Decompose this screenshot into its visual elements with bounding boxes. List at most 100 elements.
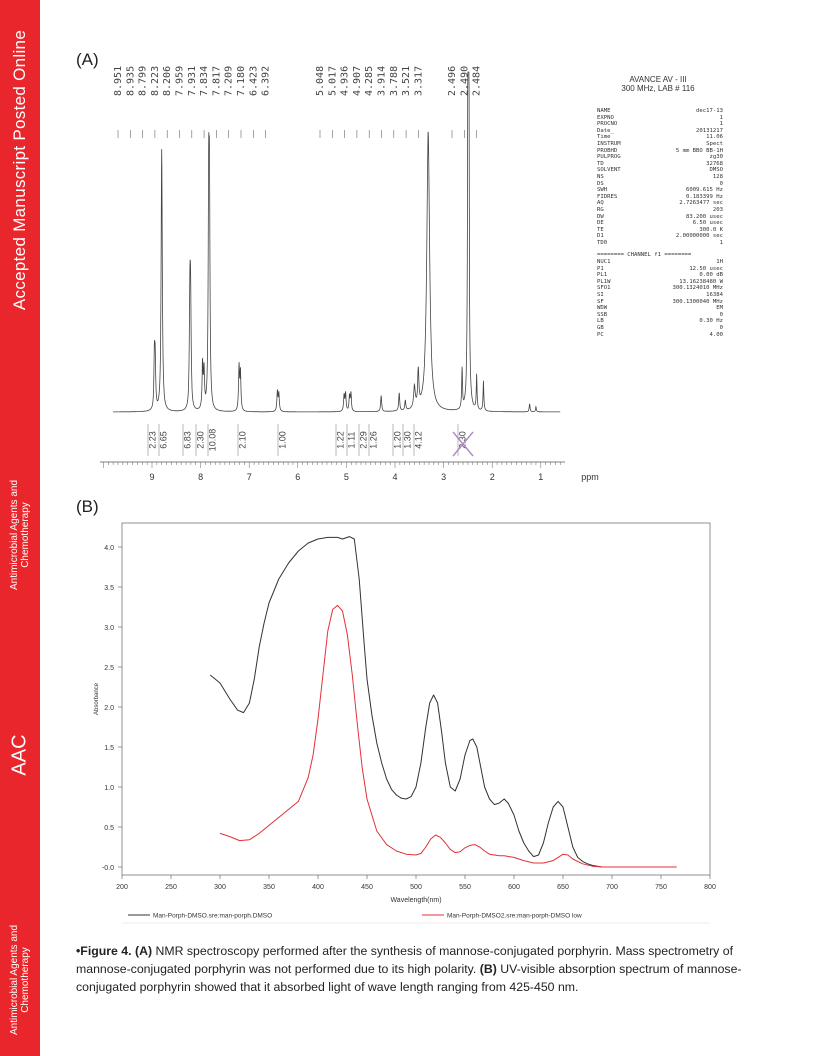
param-key: D1 [597, 233, 604, 240]
nmr-peak-label: 7.209 [224, 66, 235, 96]
param-key: P1 [597, 265, 604, 272]
param-key: NS [597, 173, 604, 180]
x-tick-label: 200 [116, 884, 128, 891]
nmr-peak-label: 2.496 [447, 66, 458, 96]
param-row: AQ 2.7263477 sec [597, 200, 723, 207]
instrument-title: AVANCE AV - III 300 MHz, LAB # 116 [598, 75, 718, 93]
param-value: 1H [716, 259, 723, 266]
param-value: 2.00000000 sec [675, 233, 723, 240]
x-tick-label: 450 [361, 884, 373, 891]
integral-value: 2.10 [237, 431, 247, 449]
journal-name-lower: Antimicrobial Agents and Chemotherapy [9, 925, 31, 1035]
param-key: PL1W [597, 278, 611, 285]
integral-value: 1.11 [346, 432, 356, 449]
channel-param-row: SFO1 300.1324010 MHz [597, 285, 723, 292]
param-value: 83.200 usec [685, 213, 723, 220]
integral-value: 6.83 [182, 431, 192, 449]
param-key: SF [597, 298, 604, 305]
x-tick-label: 700 [606, 884, 618, 891]
param-key: SOLVENT [597, 167, 621, 174]
param-key: PROCNO [597, 121, 618, 128]
param-key: Time [597, 134, 611, 141]
param-row: DW 83.200 usec [597, 214, 723, 221]
param-key: TE [597, 226, 604, 233]
channel-param-row: NUC1 1H [597, 259, 723, 266]
ppm-unit-label: ppm [581, 472, 599, 482]
param-row: PROCNO 1 [597, 121, 723, 128]
instrument-name: AVANCE AV - III [629, 75, 687, 84]
param-value: 300.0 K [699, 226, 723, 233]
y-tick-label: -0.0 [102, 865, 114, 872]
param-row: PROBHD 5 mm BBO BB-1H [597, 148, 723, 155]
legend-label: Man-Porph-DMSO2.sre:man-porph-DMSO low [447, 913, 582, 920]
caption-a-label: (A) [134, 944, 153, 958]
nmr-peak-label: 3.317 [413, 66, 424, 96]
channel-header: ======== CHANNEL f1 ======== [597, 252, 692, 259]
param-value: 13.16238480 W [679, 278, 723, 285]
param-key: EXPNO [597, 114, 614, 121]
integral-cross-mark [452, 431, 474, 457]
param-value: 1 [719, 121, 723, 128]
series-line-1 [209, 536, 608, 868]
param-key: NAME [597, 108, 611, 114]
param-key: DS [597, 180, 604, 187]
ppm-tick-label: 7 [247, 472, 252, 482]
param-key: PROBHD [597, 147, 618, 154]
param-key: LB [597, 318, 604, 325]
param-value: 0 [719, 325, 723, 331]
y-tick-label: 3.0 [104, 625, 114, 632]
param-value: 20131217 [696, 127, 723, 134]
param-row: RG 203 [597, 207, 723, 214]
channel-param-row: LB 0.30 Hz [597, 318, 723, 325]
param-key: AQ [597, 200, 604, 207]
nmr-peak-label: 8.935 [125, 66, 136, 96]
integral-value: 4.12 [413, 431, 423, 449]
param-value: 2.7263477 sec [679, 200, 723, 207]
caption-figure-number: •Figure 4. [76, 944, 135, 958]
param-value: Spect [706, 140, 723, 147]
param-value: 128 [712, 173, 723, 180]
param-value: 4.00 [709, 331, 723, 338]
legend-label: Man-Porph-DMSO.sre:man-porph.DMSO [153, 913, 272, 920]
y-tick-label: 1.0 [104, 785, 114, 792]
ppm-tick-label: 1 [538, 472, 543, 482]
y-tick-label: 3.5 [104, 585, 114, 592]
x-tick-label: 300 [214, 884, 226, 891]
figure-caption: •Figure 4. (A) NMR spectroscopy performe… [76, 942, 776, 996]
param-value: 0 [719, 311, 723, 318]
nmr-peak-label: 7.180 [236, 66, 247, 96]
journal-sidebar: Accepted Manuscript Posted Online Antimi… [0, 0, 40, 1056]
panel-b-label: (B) [76, 497, 99, 516]
param-key: SFO1 [597, 285, 611, 292]
param-key: SWH [597, 187, 608, 194]
integral-value: 1.22 [335, 431, 345, 449]
param-row: SOLVENT DMSO [597, 167, 723, 174]
caption-a-text: NMR spectroscopy performed after the syn… [76, 944, 733, 976]
ppm-tick-label: 4 [392, 472, 397, 482]
ppm-tick-label: 8 [198, 472, 203, 482]
param-value: 5 mm BBO BB-1H [675, 147, 723, 154]
ppm-tick-label: 3 [441, 472, 446, 482]
nmr-peak-label: 3.521 [401, 66, 412, 96]
integral-value: 2.23 [147, 431, 157, 449]
nmr-peak-label: 4.907 [352, 66, 363, 96]
nmr-peak-label: 8.951 [113, 66, 124, 96]
nmr-spectrum: 8.951 8.935 8.799 8.223 8.206 7.959 7.931 7.834… [100, 66, 599, 482]
param-row: SWH 6009.615 Hz [597, 187, 723, 194]
x-tick-label: 800 [704, 884, 716, 891]
x-tick-label: 600 [508, 884, 520, 891]
param-key: NUC1 [597, 259, 611, 266]
channel-param-row: PC 4.00 [597, 332, 723, 339]
param-value: 300.1324010 MHz [672, 285, 723, 292]
nmr-peak-label: 7.817 [211, 66, 222, 96]
param-key: PL1 [597, 272, 608, 279]
integral-value: 1.26 [368, 431, 378, 449]
caption-b-label: (B) [479, 962, 497, 976]
series-line-2 [219, 604, 677, 868]
nmr-peak-label: 8.206 [162, 66, 173, 96]
channel-param-row: SF 300.1300040 MHz [597, 299, 723, 306]
nmr-peak-label: 8.799 [138, 66, 149, 96]
x-tick-label: 500 [410, 884, 422, 891]
channel-param-row: GB 0 [597, 325, 723, 332]
instrument-frequency: 300 MHz, LAB # 116 [621, 84, 695, 93]
